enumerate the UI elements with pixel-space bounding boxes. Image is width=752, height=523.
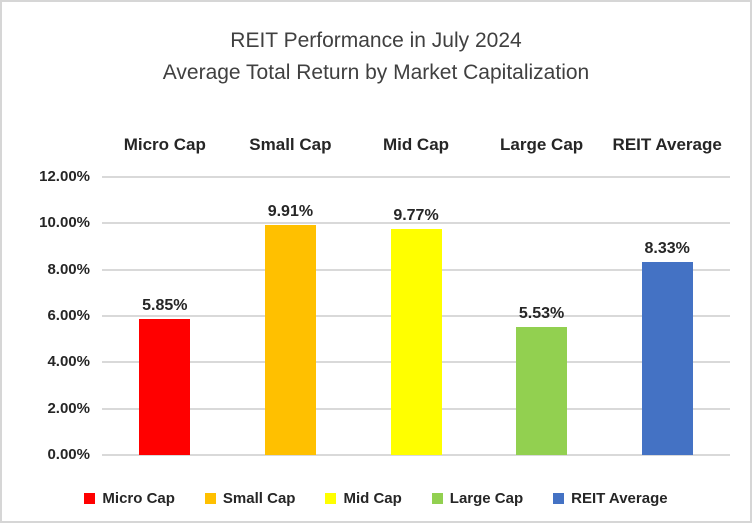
category-label: Micro Cap	[123, 135, 206, 154]
legend-label: REIT Average	[571, 490, 668, 507]
bar-data-label: 9.91%	[267, 203, 314, 221]
gridline	[102, 454, 730, 456]
legend-item-large-cap: Large Cap	[431, 490, 524, 507]
bar-data-label: 8.33%	[644, 240, 690, 258]
legend-item-reit-average: REIT Average	[553, 490, 668, 507]
legend-label: Small Cap	[222, 490, 296, 507]
bar-data-label: 5.53%	[518, 304, 565, 322]
y-axis-tick-label: 4.00%	[47, 353, 90, 371]
bar-large-cap	[516, 326, 568, 455]
category-label: Large Cap	[500, 135, 584, 154]
gridline	[102, 176, 730, 178]
legend-item-small-cap: Small Cap	[204, 490, 296, 507]
legend: Micro Cap Small Cap Mid Cap Large Cap REIT A…	[2, 490, 750, 507]
bar-mid-cap	[390, 228, 442, 455]
chart-title: REIT Performance in July 2024 Average To…	[2, 25, 750, 89]
y-axis-tick-label: 8.00%	[47, 260, 90, 278]
bar-data-label: 5.85%	[142, 297, 188, 315]
chart-title-line2: Average Total Return by Market Capitaliz…	[162, 61, 590, 84]
bar-data-label: 9.77%	[393, 206, 439, 224]
category-label: Mid Cap	[382, 135, 450, 154]
legend-swatch-icon	[325, 493, 337, 504]
legend-swatch-icon	[431, 493, 443, 504]
legend-label: Micro Cap	[102, 490, 175, 507]
y-axis-tick-label: 6.00%	[47, 307, 90, 324]
plot-area: 5.85% 9.91% 9.77% 5.53% 8.33%	[102, 176, 730, 456]
legend-label: Large Cap	[449, 490, 524, 507]
legend-item-mid-cap: Mid Cap	[325, 490, 402, 507]
y-axis-tick-label: 2.00%	[47, 399, 90, 417]
legend-swatch-icon	[553, 493, 565, 504]
category-label: Small Cap	[249, 135, 332, 154]
legend-swatch-icon	[84, 493, 96, 504]
y-axis-tick-label: 0.00%	[47, 446, 90, 463]
legend-label: Mid Cap	[343, 490, 402, 507]
gridline	[102, 222, 730, 225]
chart-title-line1: REIT Performance in July 2024	[230, 29, 522, 52]
legend-swatch-icon	[204, 493, 216, 504]
legend-item-micro-cap: Micro Cap	[84, 490, 175, 507]
bar-reit-average	[641, 262, 693, 455]
bar-small-cap	[264, 225, 316, 455]
y-axis-tick-label: 10.00%	[39, 214, 90, 232]
category-label: REIT Average	[612, 135, 722, 154]
y-axis-tick-label: 12.00%	[39, 168, 90, 185]
bar-micro-cap	[139, 319, 191, 455]
